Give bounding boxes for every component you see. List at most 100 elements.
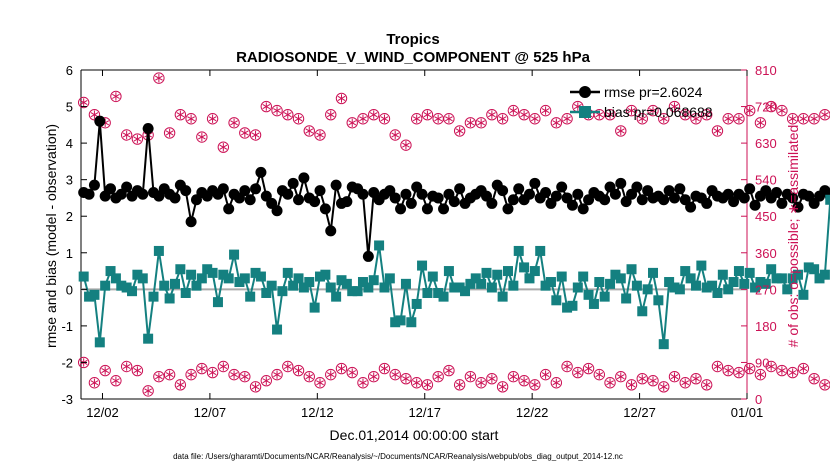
- bias-point: [357, 277, 368, 288]
- bias-point: [116, 280, 127, 291]
- bias-point: [207, 267, 218, 278]
- obs-count-marker: [690, 113, 702, 125]
- bias-point: [599, 291, 610, 302]
- bias-point: [529, 266, 540, 277]
- bias-point: [519, 262, 530, 273]
- rmse-point: [701, 197, 713, 209]
- y-tick-label: 6: [66, 63, 73, 78]
- obs-count-marker: [475, 377, 487, 389]
- y-tick-label: 2: [66, 209, 73, 224]
- bias-point: [707, 280, 718, 291]
- bias-point: [588, 298, 599, 309]
- rmse-point: [421, 203, 433, 215]
- obs-count-marker: [690, 372, 702, 385]
- bias-point: [331, 291, 342, 302]
- obs-count-marker: [561, 360, 573, 373]
- bias-point: [798, 289, 809, 300]
- bias-point: [610, 269, 621, 280]
- obs-count-marker: [292, 364, 305, 377]
- rmse-point: [325, 225, 337, 237]
- rmse-point: [185, 216, 197, 228]
- obs-count-marker: [711, 125, 724, 137]
- obs-count-marker: [819, 379, 830, 391]
- bias-point: [266, 280, 277, 291]
- rmse-point: [432, 192, 444, 204]
- obs-count-marker: [314, 377, 326, 389]
- bias-point: [137, 273, 148, 284]
- y-tick-label: -1: [61, 319, 73, 334]
- bias-point: [733, 266, 744, 277]
- bias-point: [486, 282, 497, 293]
- obs-count-marker: [507, 370, 520, 383]
- x-tick-label: 12/12: [301, 405, 334, 420]
- obs-count-marker: [357, 113, 369, 125]
- bias-point: [803, 262, 814, 273]
- obs-count-marker: [400, 139, 412, 151]
- obs-count-marker: [228, 117, 240, 129]
- obs-count-marker: [292, 113, 305, 125]
- obs-count-marker: [271, 104, 283, 117]
- rmse-point: [282, 188, 294, 200]
- rmse-point: [137, 188, 149, 200]
- bias-point: [255, 271, 266, 282]
- bias-point: [89, 289, 100, 300]
- bias-point: [384, 273, 395, 284]
- rmse-point: [180, 185, 192, 197]
- bias-point: [121, 282, 132, 293]
- rmse-point: [497, 185, 509, 197]
- obs-count-marker: [453, 379, 466, 391]
- bias-point: [406, 317, 417, 328]
- bias-point: [508, 280, 519, 291]
- bias-point: [690, 280, 701, 291]
- bias-point: [723, 284, 734, 295]
- bias-point: [712, 287, 723, 298]
- obs-count-marker: [368, 108, 380, 121]
- rmse-point: [550, 190, 562, 202]
- obs-count-marker: [636, 113, 648, 125]
- axis-ticks: -3 -2 -1 0 1 2 3 4 5 6 0 90 180 270 360 450 540 630 720 810…: [61, 63, 776, 420]
- bias-point: [728, 277, 739, 288]
- obs-count-marker: [443, 364, 455, 377]
- obs-count-marker: [303, 125, 315, 137]
- bias-point: [739, 278, 750, 289]
- bias-point: [309, 302, 320, 313]
- obs-count-marker: [765, 100, 777, 113]
- rmse-point: [105, 183, 117, 195]
- bias-point: [196, 273, 207, 284]
- bias-point: [685, 273, 696, 284]
- obs-count-marker: [615, 370, 627, 383]
- obs-count-marker: [561, 113, 573, 125]
- bias-point: [535, 245, 546, 256]
- obs-count-marker: [282, 360, 294, 373]
- y2-tick-label: 720: [755, 100, 777, 115]
- rmse-point: [142, 122, 154, 134]
- obs-count-marker: [99, 364, 111, 377]
- bias-point: [186, 269, 197, 280]
- y-tick-label: 4: [66, 136, 73, 151]
- y2-tick-label: 270: [755, 282, 777, 297]
- legend-rmse-marker: [579, 86, 591, 98]
- bias-point: [143, 333, 154, 344]
- bias-point: [502, 266, 513, 277]
- bias-point: [400, 278, 411, 289]
- obs-count-marker: [786, 113, 799, 125]
- obs-count-marker: [743, 362, 756, 375]
- bias-point: [239, 273, 250, 284]
- bias-point: [771, 273, 782, 284]
- obs-count-marker: [163, 127, 176, 139]
- obs-count-marker: [400, 372, 412, 385]
- y-axis-label: rmse and bias (model - observation): [43, 124, 59, 348]
- rmse-point: [169, 192, 181, 204]
- obs-count-marker: [593, 368, 605, 381]
- bias-point: [562, 302, 573, 313]
- bias-point: [513, 245, 524, 256]
- bias-point: [755, 277, 766, 288]
- rmse-point: [486, 197, 498, 209]
- bias-point: [443, 266, 454, 277]
- bias-point: [127, 286, 138, 297]
- bias-point: [454, 282, 465, 293]
- obs-count-marker: [239, 370, 251, 383]
- bias-point: [336, 275, 347, 286]
- rmse-point: [577, 203, 589, 215]
- bias-point: [390, 317, 401, 328]
